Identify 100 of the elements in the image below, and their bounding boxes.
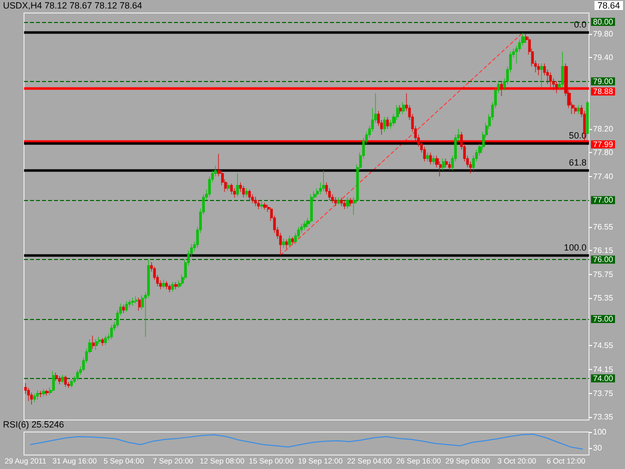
- candlestick: [445, 158, 448, 168]
- candlestick: [171, 282, 174, 292]
- y-tick-label: 77.80: [593, 148, 614, 158]
- candlestick: [561, 51, 564, 88]
- candlestick: [549, 72, 552, 88]
- ref-line-label: 78.88: [593, 86, 614, 96]
- candlestick: [70, 379, 73, 388]
- ref-line-label: 79.00: [593, 76, 614, 86]
- candlestick: [101, 338, 104, 346]
- ref-line-label: 75.00: [593, 314, 614, 324]
- candlestick: [426, 152, 429, 162]
- candlestick: [122, 304, 125, 314]
- y-tick-label: 100: [593, 428, 607, 436]
- y-tick-label: 75.75: [593, 270, 614, 279]
- candlestick: [340, 197, 343, 206]
- y-tick-label: 79.80: [593, 29, 614, 38]
- candlestick: [442, 158, 445, 171]
- candlestick: [45, 389, 49, 396]
- candlestick: [248, 189, 251, 200]
- candlestick: [236, 173, 239, 197]
- candlestick: [346, 196, 350, 209]
- candlestick: [291, 236, 294, 246]
- candlestick: [586, 100, 589, 134]
- candlestick: [402, 102, 405, 114]
- candlestick: [555, 81, 558, 94]
- candlestick: [251, 194, 254, 204]
- candlestick: [242, 186, 245, 198]
- candlestick: [174, 282, 178, 290]
- candlestick: [30, 392, 33, 405]
- candlestick: [537, 63, 540, 76]
- candlestick: [399, 104, 402, 114]
- annotation: 100.0: [564, 242, 586, 252]
- candlestick: [260, 201, 264, 209]
- candlestick: [263, 202, 267, 210]
- candlestick: [337, 196, 340, 206]
- y-tick-label: 74.15: [593, 364, 614, 374]
- candlestick: [52, 370, 55, 392]
- candlestick: [76, 370, 79, 380]
- y-tick-label: 76.15: [593, 246, 614, 256]
- candlestick: [334, 196, 337, 206]
- candlestick: [343, 200, 346, 210]
- ref-line-label: 77.00: [593, 196, 614, 205]
- candlestick: [303, 220, 307, 230]
- y-tick-label: 76.55: [593, 222, 614, 232]
- ref-line-label: 76.00: [593, 255, 614, 264]
- candlestick: [540, 63, 543, 88]
- candlestick: [58, 376, 61, 385]
- candlestick: [104, 335, 107, 346]
- ref-line-label: 80.00: [593, 17, 614, 26]
- candlestick: [577, 104, 580, 114]
- candlestick: [500, 81, 503, 96]
- candlestick: [254, 196, 257, 206]
- candlestick: [42, 388, 46, 397]
- text: 78.64: [597, 0, 620, 10]
- candlestick: [39, 390, 42, 398]
- candlestick: [448, 161, 451, 171]
- candlestick: [33, 394, 36, 402]
- candlestick: [135, 296, 138, 304]
- candlestick: [162, 279, 165, 288]
- y-tick-label: 73.35: [593, 412, 614, 422]
- candlestick: [574, 104, 577, 114]
- candlestick: [233, 188, 236, 198]
- candlestick: [138, 297, 141, 311]
- y-tick-label: 77.40: [593, 172, 614, 181]
- candlestick: [227, 182, 230, 191]
- candlestick: [245, 188, 248, 197]
- annotation: 61.8: [568, 157, 586, 168]
- candlestick: [125, 300, 128, 312]
- candlestick: [429, 152, 432, 165]
- candlestick: [36, 390, 39, 400]
- candlestick: [165, 280, 168, 290]
- y-tick-label: 78.20: [593, 124, 614, 134]
- candlestick: [349, 197, 353, 206]
- candlestick: [386, 116, 389, 130]
- y-tick-label: 75.35: [593, 294, 614, 303]
- candlestick: [55, 372, 58, 382]
- line-series: [30, 434, 584, 450]
- y-tick-label: 73.75: [593, 388, 614, 398]
- ref-line-label: 77.99: [593, 140, 614, 149]
- candlestick: [282, 238, 285, 248]
- candlestick: [95, 338, 98, 350]
- candlestick: [383, 116, 386, 132]
- candlestick: [131, 297, 135, 306]
- candlestick: [61, 374, 64, 384]
- chart-title: RSI(6) 25.5246: [3, 420, 64, 430]
- candlestick: [230, 183, 233, 195]
- candlestick: [168, 284, 171, 293]
- candlestick: [92, 335, 95, 349]
- candlestick: [64, 375, 67, 388]
- y-tick-label: 30: [593, 444, 602, 453]
- candlestick: [322, 170, 325, 192]
- candlestick: [432, 155, 435, 165]
- chart-title: USDX,H4 78.12 78.67 78.12 78.64: [3, 0, 142, 10]
- y-tick-label: 79.40: [593, 53, 614, 62]
- candlestick: [310, 194, 313, 224]
- y-tick-label: 74.55: [593, 341, 614, 350]
- candlestick: [110, 324, 113, 340]
- candlestick: [288, 236, 291, 247]
- candlestick: [285, 239, 288, 250]
- candlestick: [257, 200, 260, 210]
